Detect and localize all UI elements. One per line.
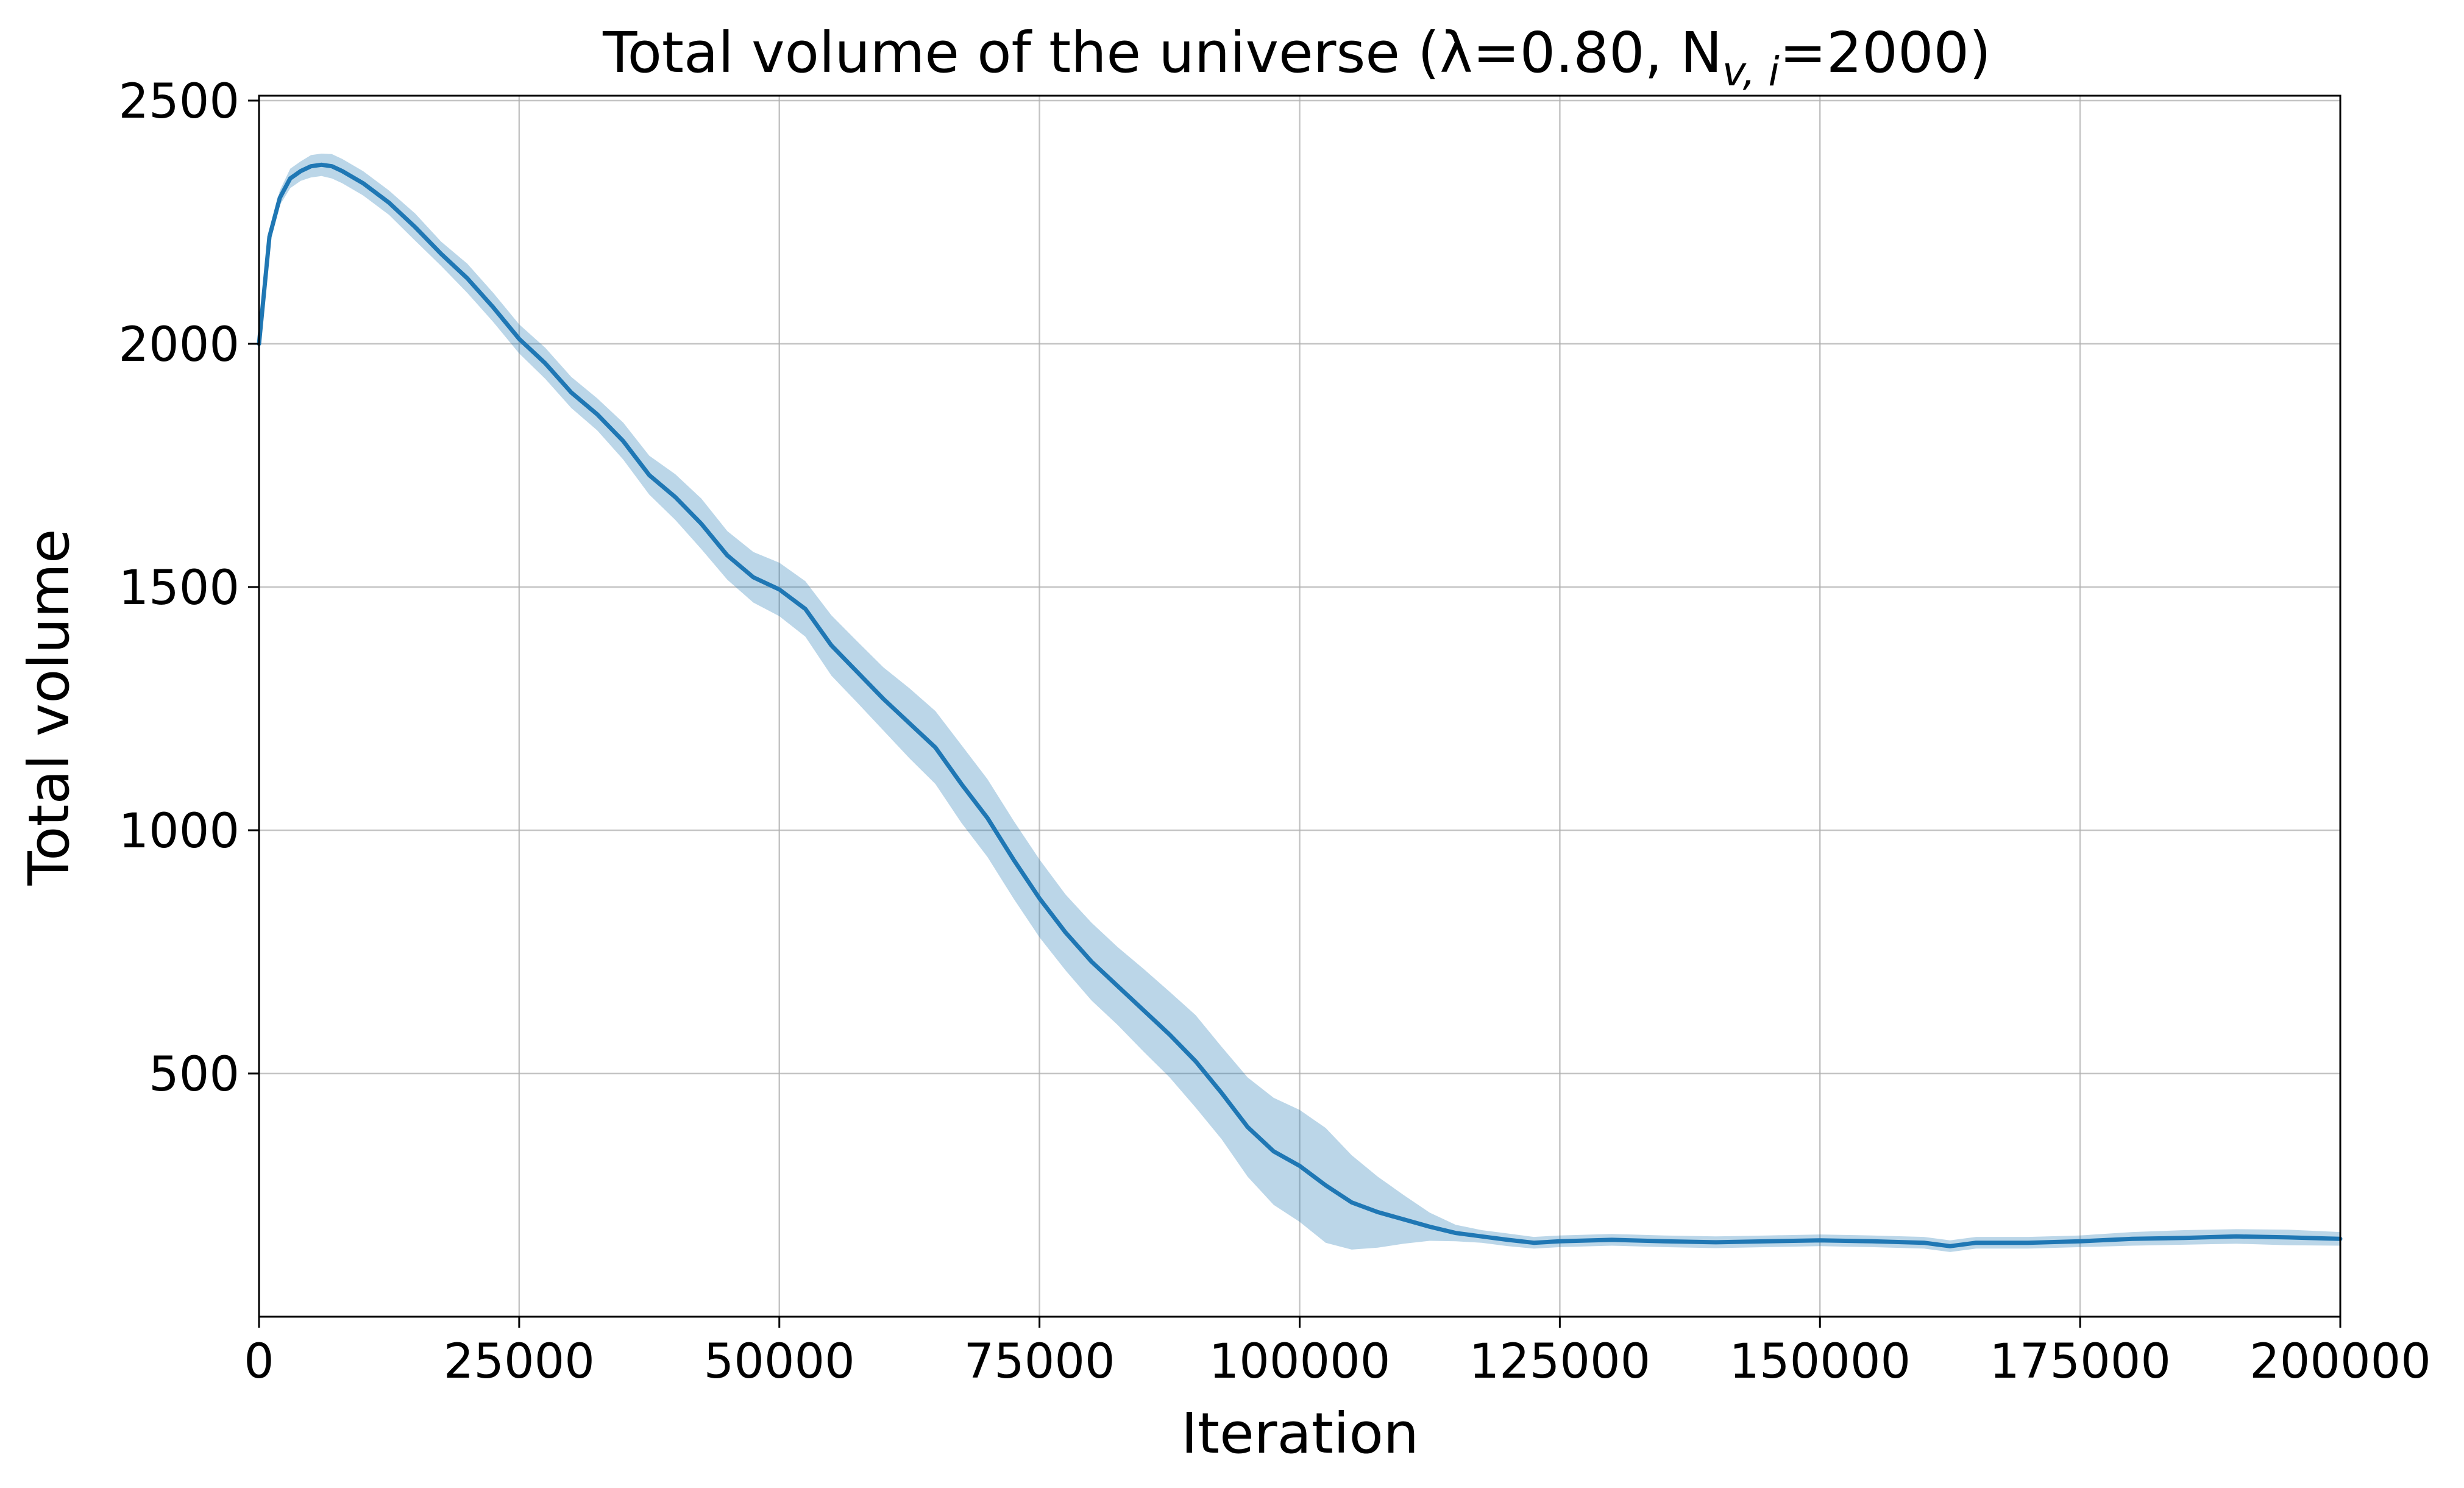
x-axis-ticks: 0 25000 50000 75000 100000 125000 150000 175000…	[244, 1317, 2431, 1389]
mean-line	[257, 162, 2343, 1248]
x-tick-label: 25000	[444, 1334, 595, 1389]
x-tick-label: 125000	[1469, 1334, 1650, 1389]
y-axis-ticks: 500 1000 1500 2000 2500	[118, 74, 259, 1102]
chart-title: Total volume of the universe (λ=0.80, Nv…	[602, 20, 1991, 95]
y-tick-label: 2000	[118, 318, 240, 372]
x-tick-label: 100000	[1209, 1334, 1391, 1389]
data-line	[257, 162, 2343, 1248]
grid	[258, 96, 2342, 1317]
x-tick-label: 50000	[704, 1334, 855, 1389]
y-tick-label: 500	[149, 1047, 240, 1102]
x-tick-label: 150000	[1729, 1334, 1911, 1389]
x-tick-label: 75000	[964, 1334, 1115, 1389]
x-tick-label: 175000	[1989, 1334, 2171, 1389]
y-tick-label: 2500	[118, 74, 240, 129]
y-tick-label: 1000	[118, 804, 240, 859]
y-axis-title: Total volume	[16, 529, 82, 886]
chart-title-main: Total volume of the universe (λ=0.80, N	[602, 20, 1722, 85]
x-tick-label: 200000	[2249, 1334, 2431, 1389]
x-tick-label: 0	[244, 1334, 274, 1389]
chart-title-tail: =2000)	[1780, 20, 1991, 85]
x-axis-title: Iteration	[1181, 1401, 1419, 1466]
chart-title-subscript: v, i	[1722, 48, 1780, 95]
y-tick-label: 1500	[118, 561, 240, 616]
